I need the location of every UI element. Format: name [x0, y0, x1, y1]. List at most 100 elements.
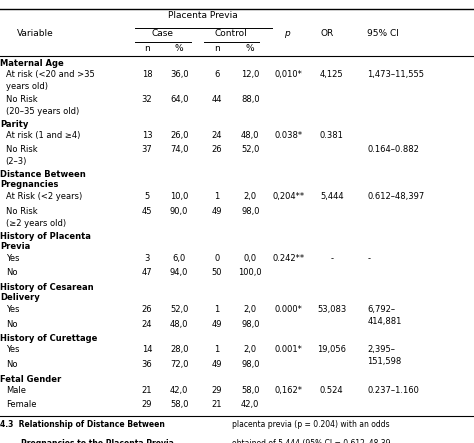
- Text: 21: 21: [212, 400, 222, 409]
- Text: 48,0: 48,0: [241, 131, 260, 140]
- Text: 90,0: 90,0: [170, 207, 188, 216]
- Text: 98,0: 98,0: [241, 207, 260, 216]
- Text: 50: 50: [212, 268, 222, 277]
- Text: 88,0: 88,0: [241, 95, 260, 104]
- Text: Previa: Previa: [0, 241, 30, 251]
- Text: 0,0: 0,0: [244, 254, 257, 263]
- Text: 58,0: 58,0: [241, 385, 260, 395]
- Text: 19,056: 19,056: [317, 345, 346, 354]
- Text: 4,125: 4,125: [320, 70, 344, 79]
- Text: No Risk: No Risk: [6, 207, 37, 216]
- Text: (≥2 years old): (≥2 years old): [6, 219, 66, 228]
- Text: 21: 21: [142, 385, 152, 395]
- Text: 0.242**: 0.242**: [272, 254, 304, 263]
- Text: Yes: Yes: [6, 345, 19, 354]
- Text: 0.038*: 0.038*: [274, 131, 302, 140]
- Text: 1: 1: [214, 345, 220, 354]
- Text: 0.612–48,397: 0.612–48,397: [367, 192, 425, 201]
- Text: No Risk: No Risk: [6, 95, 37, 104]
- Text: -: -: [330, 254, 333, 263]
- Text: 24: 24: [212, 131, 222, 140]
- Text: 98,0: 98,0: [241, 319, 260, 329]
- Text: 24: 24: [142, 319, 152, 329]
- Text: p: p: [284, 29, 290, 38]
- Text: 414,881: 414,881: [367, 317, 402, 326]
- Text: 0.524: 0.524: [320, 385, 344, 395]
- Text: 151,598: 151,598: [367, 357, 401, 366]
- Text: Pregnancies: Pregnancies: [0, 180, 58, 189]
- Text: %: %: [175, 44, 183, 53]
- Text: Pregnancies to the Placenta Previa: Pregnancies to the Placenta Previa: [0, 439, 174, 443]
- Text: 0,162*: 0,162*: [274, 385, 302, 395]
- Text: Maternal Age: Maternal Age: [0, 59, 64, 68]
- Text: 58,0: 58,0: [170, 400, 189, 409]
- Text: 2,0: 2,0: [244, 345, 257, 354]
- Text: 64,0: 64,0: [170, 95, 189, 104]
- Text: Placenta Previa: Placenta Previa: [168, 11, 237, 20]
- Text: Female: Female: [6, 400, 36, 409]
- Text: History of Cesarean: History of Cesarean: [0, 283, 94, 292]
- Text: 1: 1: [214, 192, 220, 201]
- Text: 42,0: 42,0: [241, 400, 259, 409]
- Text: Case: Case: [151, 29, 173, 38]
- Text: 2,0: 2,0: [244, 305, 257, 314]
- Text: 0.000*: 0.000*: [274, 305, 302, 314]
- Text: 2,395–: 2,395–: [367, 345, 395, 354]
- Text: Parity: Parity: [0, 120, 28, 129]
- Text: 52,0: 52,0: [170, 305, 188, 314]
- Text: OR: OR: [320, 29, 334, 38]
- Text: 3: 3: [144, 254, 150, 263]
- Text: 95% CI: 95% CI: [367, 29, 399, 38]
- Text: Male: Male: [6, 385, 26, 395]
- Text: 36,0: 36,0: [170, 70, 189, 79]
- Text: 14: 14: [142, 345, 152, 354]
- Text: 36: 36: [142, 360, 152, 369]
- Text: 74,0: 74,0: [170, 145, 189, 154]
- Text: 5,444: 5,444: [320, 192, 344, 201]
- Text: No: No: [6, 360, 17, 369]
- Text: 18: 18: [142, 70, 152, 79]
- Text: 0: 0: [214, 254, 220, 263]
- Text: obtained of 5.444 (95% CI = 0.612–48.39: obtained of 5.444 (95% CI = 0.612–48.39: [232, 439, 391, 443]
- Text: 6: 6: [214, 70, 220, 79]
- Text: 1: 1: [214, 305, 220, 314]
- Text: Yes: Yes: [6, 305, 19, 314]
- Text: Fetal Gender: Fetal Gender: [0, 374, 61, 384]
- Text: 13: 13: [142, 131, 152, 140]
- Text: n: n: [214, 44, 220, 53]
- Text: 44: 44: [212, 95, 222, 104]
- Text: 49: 49: [212, 207, 222, 216]
- Text: At risk (1 and ≥4): At risk (1 and ≥4): [6, 131, 80, 140]
- Text: At risk (<20 and >35: At risk (<20 and >35: [6, 70, 94, 79]
- Text: placenta previa (p = 0.204) with an odds: placenta previa (p = 0.204) with an odds: [232, 420, 390, 429]
- Text: No: No: [6, 319, 17, 329]
- Text: History of Placenta: History of Placenta: [0, 232, 91, 241]
- Text: No Risk: No Risk: [6, 145, 37, 154]
- Text: 4.3  Relationship of Distance Between: 4.3 Relationship of Distance Between: [0, 420, 165, 429]
- Text: 72,0: 72,0: [170, 360, 189, 369]
- Text: 12,0: 12,0: [241, 70, 259, 79]
- Text: No: No: [6, 268, 17, 277]
- Text: 0.381: 0.381: [320, 131, 344, 140]
- Text: Variable: Variable: [17, 29, 54, 38]
- Text: Yes: Yes: [6, 254, 19, 263]
- Text: Delivery: Delivery: [0, 293, 40, 302]
- Text: %: %: [246, 44, 255, 53]
- Text: 0.164–0.882: 0.164–0.882: [367, 145, 419, 154]
- Text: 94,0: 94,0: [170, 268, 188, 277]
- Text: 29: 29: [142, 400, 152, 409]
- Text: 0.001*: 0.001*: [274, 345, 302, 354]
- Text: Distance Between: Distance Between: [0, 170, 86, 179]
- Text: Control: Control: [215, 29, 247, 38]
- Text: 47: 47: [142, 268, 152, 277]
- Text: 26: 26: [142, 305, 152, 314]
- Text: 6,792–: 6,792–: [367, 305, 395, 314]
- Text: 52,0: 52,0: [241, 145, 259, 154]
- Text: 1,473–11,555: 1,473–11,555: [367, 70, 424, 79]
- Text: years old): years old): [6, 82, 48, 91]
- Text: (20–35 years old): (20–35 years old): [6, 107, 79, 116]
- Text: 29: 29: [212, 385, 222, 395]
- Text: 42,0: 42,0: [170, 385, 188, 395]
- Text: 98,0: 98,0: [241, 360, 260, 369]
- Text: 100,0: 100,0: [238, 268, 262, 277]
